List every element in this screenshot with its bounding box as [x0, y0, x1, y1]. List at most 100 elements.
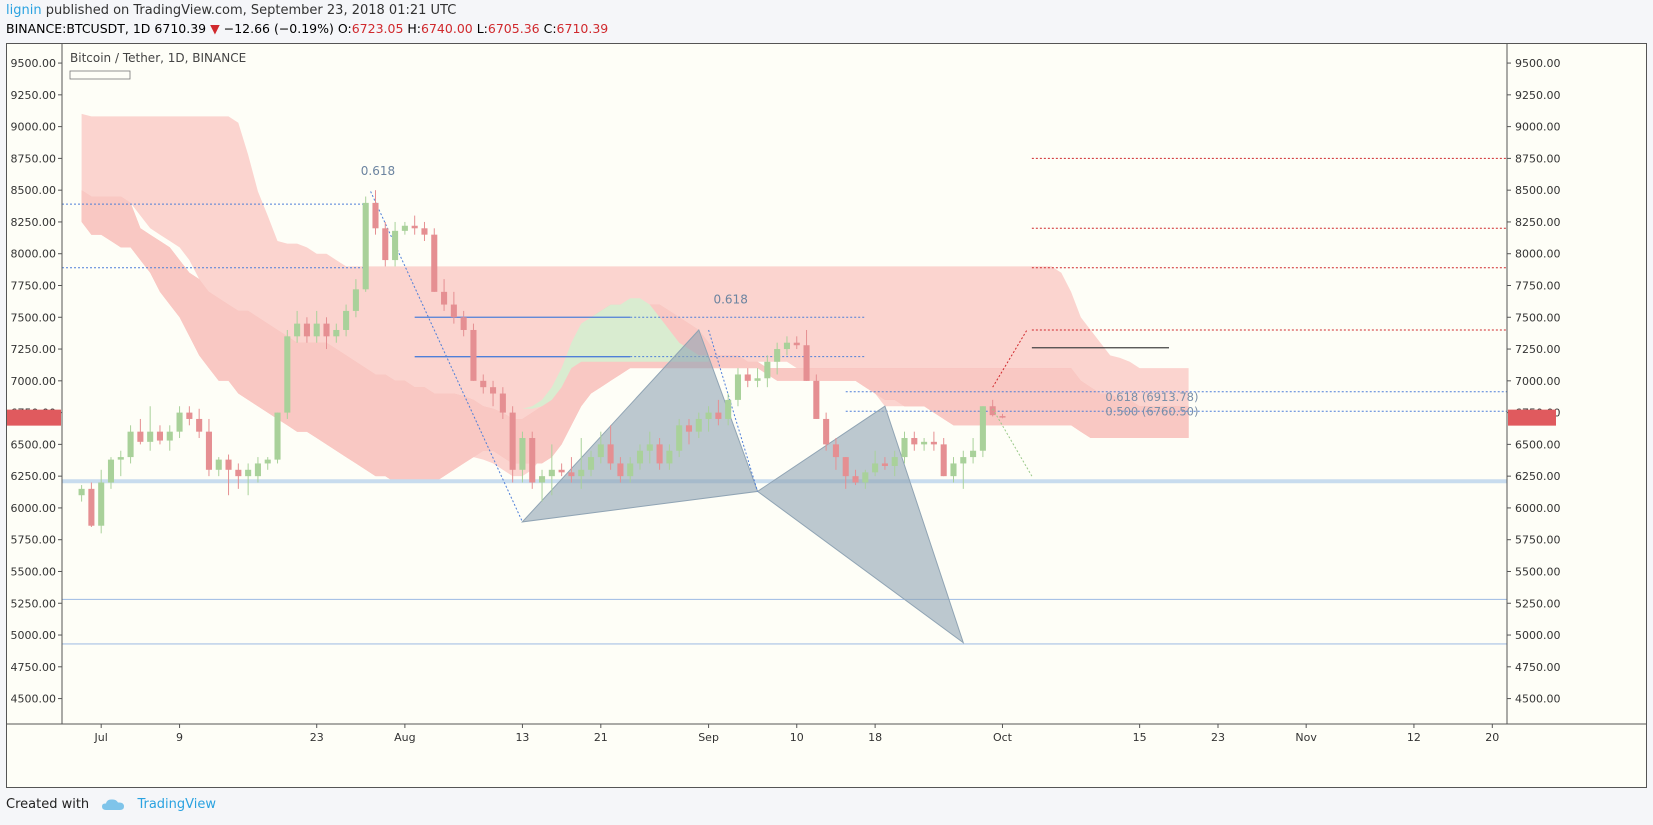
price-chart[interactable]: 0.618 0.618 0.618 (6913.78)0.500 (6760.50)… — [7, 44, 1646, 787]
candle — [734, 368, 742, 407]
candle — [793, 336, 800, 350]
candle-body — [127, 431, 134, 458]
y-tick-label-left: 9500.00 — [11, 57, 57, 70]
candle-body — [940, 444, 947, 477]
candle — [117, 450, 124, 477]
ohlc-bar: BINANCE:BTCUSDT, 1D 6710.39 ▼ −12.66 (−0… — [6, 21, 608, 36]
candle — [627, 457, 634, 483]
candle-body — [470, 329, 477, 381]
y-tick-label-left: 7500.00 — [11, 311, 57, 324]
candle — [254, 457, 261, 483]
tradingview-link[interactable]: TradingView — [137, 797, 216, 812]
candle-body — [578, 469, 585, 477]
candle-body — [783, 342, 790, 350]
candle-body — [117, 457, 124, 460]
candle-body — [352, 289, 359, 311]
low-label: L: — [476, 21, 488, 36]
candle-body — [166, 431, 173, 441]
candle-body — [196, 418, 203, 432]
candle — [725, 393, 732, 426]
y-tick-label-right: 8250.00 — [1515, 216, 1561, 229]
y-tick-label-left: 5750.00 — [11, 534, 57, 547]
x-tick-label: 18 — [868, 731, 882, 744]
candle-body — [646, 444, 653, 451]
y-tick-label-right: 5750.00 — [1515, 534, 1561, 547]
ichimoku-cloud — [81, 113, 1189, 483]
candle-body — [803, 345, 810, 381]
close-label: C: — [543, 21, 557, 36]
created-with-text: Created with — [6, 797, 90, 812]
y-tick-label-right: 7750.00 — [1515, 279, 1561, 292]
y-tick-label-right: 5000.00 — [1515, 629, 1561, 642]
candle-body — [695, 418, 702, 432]
candle — [950, 457, 957, 483]
candle — [343, 304, 350, 337]
x-tick-label: 15 — [1133, 731, 1147, 744]
chart-area[interactable]: 0.618 0.618 0.618 (6913.78) 0.500 (6760.50)… — [6, 43, 1647, 788]
candle-body — [921, 441, 928, 445]
candle — [646, 431, 653, 464]
candle-body — [284, 336, 291, 413]
candle — [538, 469, 546, 502]
candle-body — [88, 488, 95, 526]
change-arrow-icon: ▼ — [210, 21, 220, 36]
candle-body — [441, 291, 448, 305]
candle — [999, 413, 1006, 419]
candle-body — [538, 476, 546, 483]
x-tick-label: Oct — [993, 731, 1013, 744]
candle — [78, 485, 85, 502]
candle-body — [852, 476, 859, 483]
candle-body — [107, 459, 115, 483]
candle-body — [499, 393, 506, 413]
candle — [979, 406, 986, 458]
candle — [676, 418, 683, 458]
y-tick-label-right: 4500.00 — [1515, 693, 1561, 706]
chart-title: Bitcoin / Tether, 1D, BINANCE — [70, 51, 246, 65]
candle-body — [205, 431, 212, 470]
author-link[interactable]: lignin — [6, 3, 42, 18]
candle — [490, 380, 497, 407]
candle — [323, 317, 330, 350]
candle — [362, 196, 369, 292]
close-value: 6710.39 — [556, 21, 609, 36]
y-tick-label-right: 8500.00 — [1515, 184, 1561, 197]
candle-body — [323, 323, 330, 337]
candle — [166, 425, 173, 451]
candle — [382, 221, 389, 267]
candle — [813, 374, 820, 419]
candle — [989, 399, 996, 417]
fib-label: 0.618 — [361, 164, 395, 178]
x-tick-label: 13 — [515, 731, 529, 744]
candle-body — [979, 406, 986, 451]
candle-body — [294, 323, 301, 337]
candle — [568, 457, 575, 483]
candle — [891, 450, 898, 477]
y-tick-label-left: 8000.00 — [11, 248, 57, 261]
candle-body — [303, 323, 310, 337]
y-tick-label-right: 5500.00 — [1515, 565, 1561, 578]
y-tick-label-left: 8500.00 — [11, 184, 57, 197]
footer: Created with TradingView — [6, 797, 216, 812]
candle-body — [627, 463, 634, 477]
candle — [970, 438, 977, 464]
candle — [921, 438, 928, 451]
y-tick-label-right: 4750.00 — [1515, 661, 1561, 674]
y-tick-label-left: 6000.00 — [11, 502, 57, 515]
candle — [235, 463, 242, 489]
candle-body — [264, 459, 271, 464]
candle-body — [333, 329, 340, 337]
candle — [107, 457, 115, 489]
candle — [558, 463, 565, 477]
candle — [578, 438, 585, 489]
candle — [960, 450, 967, 489]
candle — [470, 323, 477, 381]
candle — [421, 221, 428, 242]
candle-body — [881, 463, 888, 466]
candle — [196, 408, 203, 439]
candle — [783, 336, 790, 356]
y-tick-label-left: 8250.00 — [11, 216, 57, 229]
x-tick-label: Sep — [698, 731, 719, 744]
candle-body — [401, 225, 408, 231]
candle-body — [656, 444, 663, 464]
candle — [215, 457, 222, 477]
